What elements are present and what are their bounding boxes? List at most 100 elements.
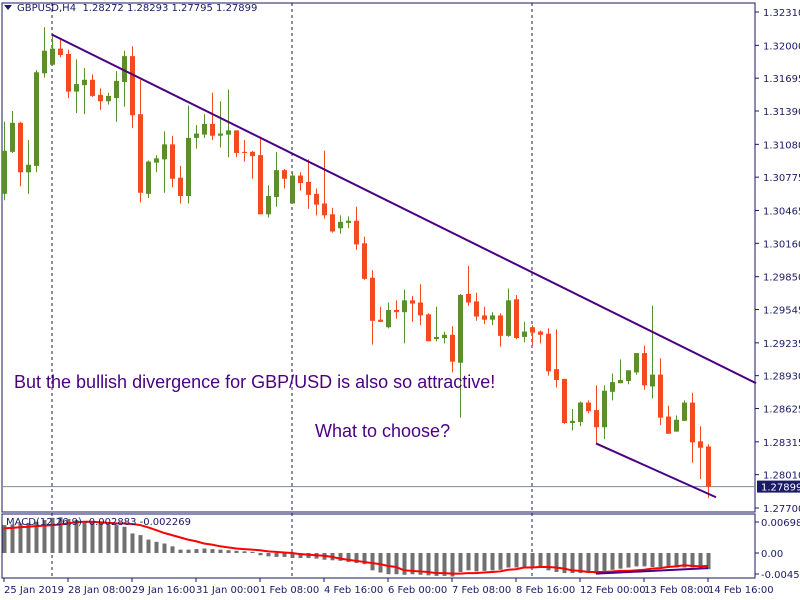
macd-histogram-bar — [290, 553, 295, 559]
bull-candle — [682, 402, 687, 421]
bull-candle — [610, 382, 615, 392]
macd-histogram-bar — [618, 553, 623, 569]
macd-histogram-bar — [410, 553, 415, 575]
macd-histogram-bar — [114, 525, 119, 553]
bear-candle — [178, 177, 183, 196]
bull-candle — [186, 137, 191, 196]
bear-candle — [362, 243, 367, 279]
macd-panel-frame — [1, 513, 756, 579]
macd-histogram-bar — [370, 553, 375, 571]
y-tick-label: 1.28625 — [763, 404, 800, 415]
bear-candle — [98, 94, 103, 102]
macd-histogram-bar — [122, 526, 127, 553]
macd-trendline — [595, 567, 709, 575]
bull-candle — [50, 48, 55, 65]
bear-candle — [250, 151, 255, 157]
macd-histogram-bar — [82, 521, 87, 553]
bear-candle — [530, 327, 535, 333]
y-tick-label: 1.28930 — [763, 372, 800, 383]
bear-candle — [482, 315, 487, 320]
bull-candle — [442, 334, 447, 339]
bear-candle — [466, 293, 471, 303]
ohlc-values: 1.28272 1.28293 1.27795 1.27899 — [82, 3, 258, 14]
bull-candle — [146, 161, 151, 194]
bear-candle — [514, 299, 519, 339]
bear-candle — [18, 122, 23, 173]
bear-candle — [330, 214, 335, 232]
macd-histogram-bar — [130, 533, 135, 553]
bull-candle — [82, 79, 87, 86]
bull-candle — [266, 195, 271, 215]
bull-candle — [274, 170, 279, 198]
macd-histogram-bar — [698, 553, 703, 568]
bull-candle — [42, 50, 47, 74]
macd-histogram-bar — [178, 549, 183, 553]
macd-histogram-bar — [458, 553, 463, 572]
bear-candle — [554, 369, 559, 380]
dropdown-triangle-icon[interactable] — [4, 5, 12, 10]
macd-histogram-bar — [186, 549, 191, 553]
macd-histogram-bar — [74, 520, 79, 553]
bear-candle — [210, 123, 215, 136]
bull-candle — [506, 300, 511, 336]
macd-histogram-bar — [602, 553, 607, 571]
macd-histogram-bar — [634, 553, 639, 567]
macd-histogram-bar — [298, 553, 303, 559]
bull-candle — [402, 300, 407, 313]
bull-candle — [114, 80, 119, 99]
macd-label: MACD(12,26,9) -0.002883 -0.002269 — [6, 517, 191, 528]
x-tick-label: 7 Feb 08:00 — [452, 585, 511, 596]
bear-candle — [90, 79, 95, 96]
bull-candle — [74, 84, 79, 92]
y-tick-label: 1.28010 — [763, 471, 800, 482]
x-tick-label: 6 Feb 00:00 — [388, 585, 447, 596]
bear-candle — [586, 402, 591, 412]
macd-histogram-bar — [50, 517, 55, 553]
macd-histogram-bar — [466, 553, 471, 571]
macd-histogram-bar — [162, 543, 167, 553]
macd-histogram-bar — [418, 553, 423, 575]
y-tick-label: 1.28315 — [763, 438, 800, 449]
x-tick-label: 1 Feb 08:00 — [260, 585, 319, 596]
macd-histogram-bar — [10, 524, 15, 553]
macd-histogram-bar — [394, 553, 399, 575]
bull-candle — [578, 402, 583, 422]
macd-histogram-bar — [546, 553, 551, 571]
macd-histogram-bar — [98, 522, 103, 553]
macd-histogram-bar — [202, 548, 207, 553]
bull-candle — [602, 390, 607, 428]
macd-histogram-bar — [570, 553, 575, 574]
y-tick-label: 1.31695 — [763, 74, 800, 85]
bear-candle — [258, 155, 263, 215]
macd-histogram-bar — [34, 521, 39, 553]
macd-histogram-bar — [402, 553, 407, 575]
macd-histogram-bar — [354, 553, 359, 564]
macd-histogram-bar — [426, 553, 431, 576]
macd-histogram-bar — [610, 553, 615, 570]
bull-candle — [10, 122, 15, 152]
macd-histogram-bar — [506, 553, 511, 568]
bull-candle — [106, 95, 111, 102]
macd-histogram-bar — [386, 553, 391, 575]
bear-candle — [538, 331, 543, 335]
macd-histogram-bar — [66, 518, 71, 553]
y-tick-label: 1.31390 — [763, 107, 800, 118]
main-panel-frame — [1, 2, 756, 513]
macd-histogram-bar — [138, 535, 143, 553]
chart-header: GBPUSD,H4 1.28272 1.28293 1.27795 1.2789… — [4, 3, 257, 14]
price-trendline — [595, 442, 717, 499]
price-trendline — [51, 33, 757, 385]
macd-histogram-bar — [594, 553, 599, 574]
y-tick-label: 1.30775 — [763, 173, 800, 184]
macd-histogram-bar — [242, 551, 247, 553]
bull-candle — [522, 331, 527, 337]
bull-candle — [434, 336, 439, 340]
macd-histogram-bar — [2, 525, 7, 553]
bull-candle — [338, 221, 343, 229]
bear-candle — [690, 402, 695, 443]
macd-histogram-bar — [194, 549, 199, 553]
y-tick-label: 1.29850 — [763, 273, 800, 284]
macd-axis-label: 0.00 — [761, 549, 783, 560]
bull-candle — [650, 374, 655, 387]
